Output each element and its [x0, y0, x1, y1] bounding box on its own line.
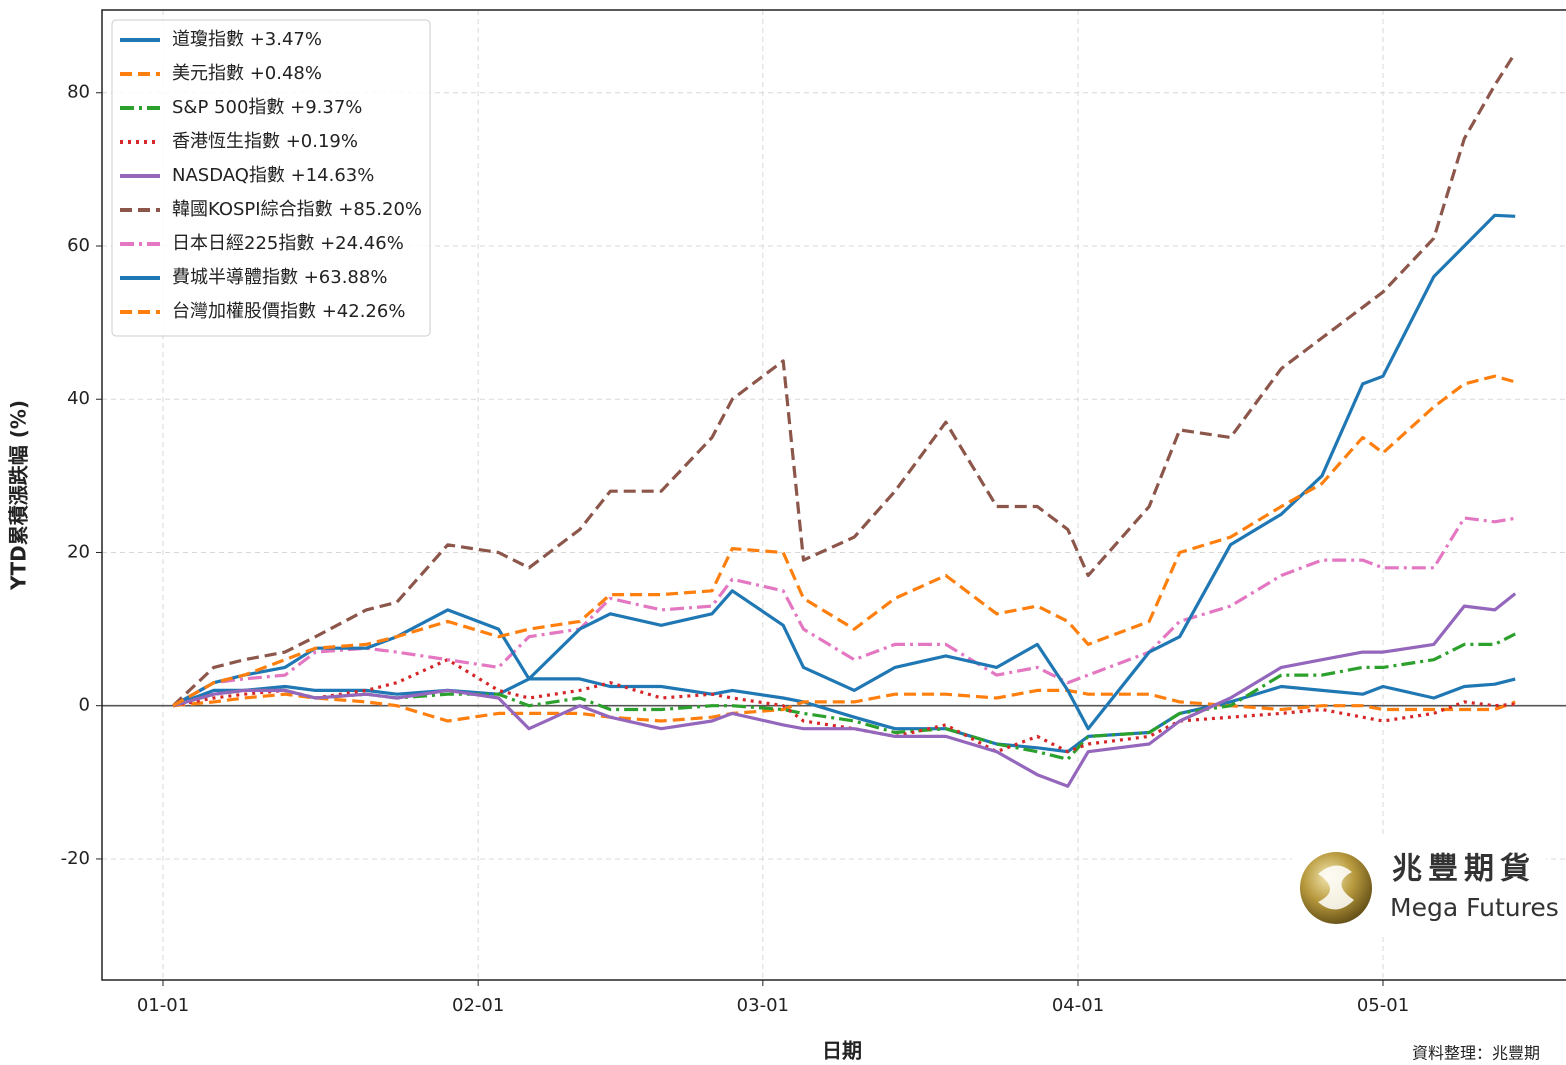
- legend-label: NASDAQ指數 +14.63%: [172, 165, 374, 186]
- y-tick-label: 60: [67, 235, 90, 256]
- legend-label: 韓國KOSPI綜合指數 +85.20%: [172, 199, 422, 220]
- legend-label: 香港恆生指數 +0.19%: [172, 131, 358, 152]
- series-line: [172, 374, 1516, 708]
- plot-frame: [101, 9, 1566, 981]
- legend-label: 道瓊指數 +3.47%: [172, 29, 322, 50]
- legend-label: 美元指數 +0.48%: [172, 63, 322, 84]
- series-line: [172, 658, 1516, 754]
- series-line: [172, 677, 1516, 754]
- legend-box: [111, 19, 431, 337]
- logo: 兆豐期貨 Mega Futures: [1292, 835, 1559, 935]
- series-line: [173, 688, 1516, 723]
- logo-english: Mega Futures: [1390, 893, 1559, 922]
- x-tick-label: 05-01: [1357, 995, 1409, 1016]
- x-tick-label: 03-01: [737, 995, 789, 1016]
- y-tick-label: 20: [67, 541, 90, 562]
- x-axis-label: 日期: [822, 1039, 862, 1063]
- logo-name: 兆豐期貨: [1392, 852, 1536, 887]
- y-tick-label: 80: [67, 82, 90, 103]
- series-line: [172, 52, 1517, 707]
- series-line: [172, 516, 1516, 708]
- series-line: [172, 592, 1517, 788]
- source-note: 資料整理：兆豐期: [1412, 1044, 1540, 1063]
- logo-swirl: [1318, 865, 1354, 910]
- x-tick-label: 04-01: [1052, 995, 1104, 1016]
- legend-label: S&P 500指數 +9.37%: [172, 97, 362, 118]
- x-tick-label: 01-01: [137, 995, 189, 1016]
- legend-label: 日本日經225指數 +24.46%: [172, 233, 404, 254]
- legend-label: 台灣加權股價指數 +42.26%: [172, 301, 405, 322]
- y-tick-label: -20: [61, 848, 90, 869]
- x-tick-label: 02-01: [452, 995, 504, 1016]
- y-tick-label: 40: [67, 388, 90, 409]
- y-tick-label: 0: [79, 695, 90, 716]
- y-axis-label: YTD累積漲跌幅 (%): [7, 400, 31, 591]
- legend-label: 費城半導體指數 +63.88%: [172, 267, 387, 288]
